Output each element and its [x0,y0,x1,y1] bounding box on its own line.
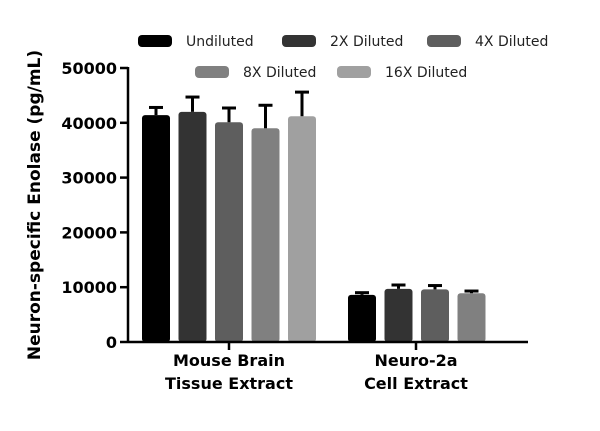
legend-label: 4X Diluted [475,34,548,50]
bar [215,122,243,342]
bar [288,116,316,342]
bars [142,90,486,343]
x-category-label: Cell Extract [364,374,468,393]
bar [421,289,449,342]
y-tick-label: 40000 [61,114,117,133]
legend-swatch [427,35,461,47]
legend-swatch [138,35,172,47]
legend-swatch [282,35,316,47]
y-tick-label: 0 [106,333,117,352]
bar [251,128,280,342]
x-category-label: Mouse Brain [173,351,285,370]
y-tick-label: 10000 [61,278,117,297]
y-tick-label: 50000 [61,59,117,78]
legend: Undiluted 2X Diluted 4X Diluted 8X Diluted 1… [138,34,548,81]
legend-swatch [337,66,371,78]
y-tick-label: 20000 [61,223,117,242]
legend-label: 16X Diluted [385,65,467,81]
x-category-label: Neuro-2a [374,351,457,370]
bar [457,293,486,342]
legend-label: 8X Diluted [243,65,316,81]
bar [384,288,413,342]
y-axis-title: Neuron-specific Enolase (pg/mL) [25,50,45,360]
bar [142,115,170,343]
axes: 0 10000 20000 30000 40000 50000 Mouse Brain Tis… [61,59,528,393]
legend-label: 2X Diluted [330,34,403,50]
y-tick-label: 30000 [61,169,117,188]
bar [348,294,376,342]
bar [178,111,207,342]
legend-swatch [195,66,229,78]
y-axis-label: Neuron-specific Enolase (pg/mL) [25,50,45,360]
legend-label: Undiluted [186,34,254,50]
x-category-label: Tissue Extract [165,374,293,393]
